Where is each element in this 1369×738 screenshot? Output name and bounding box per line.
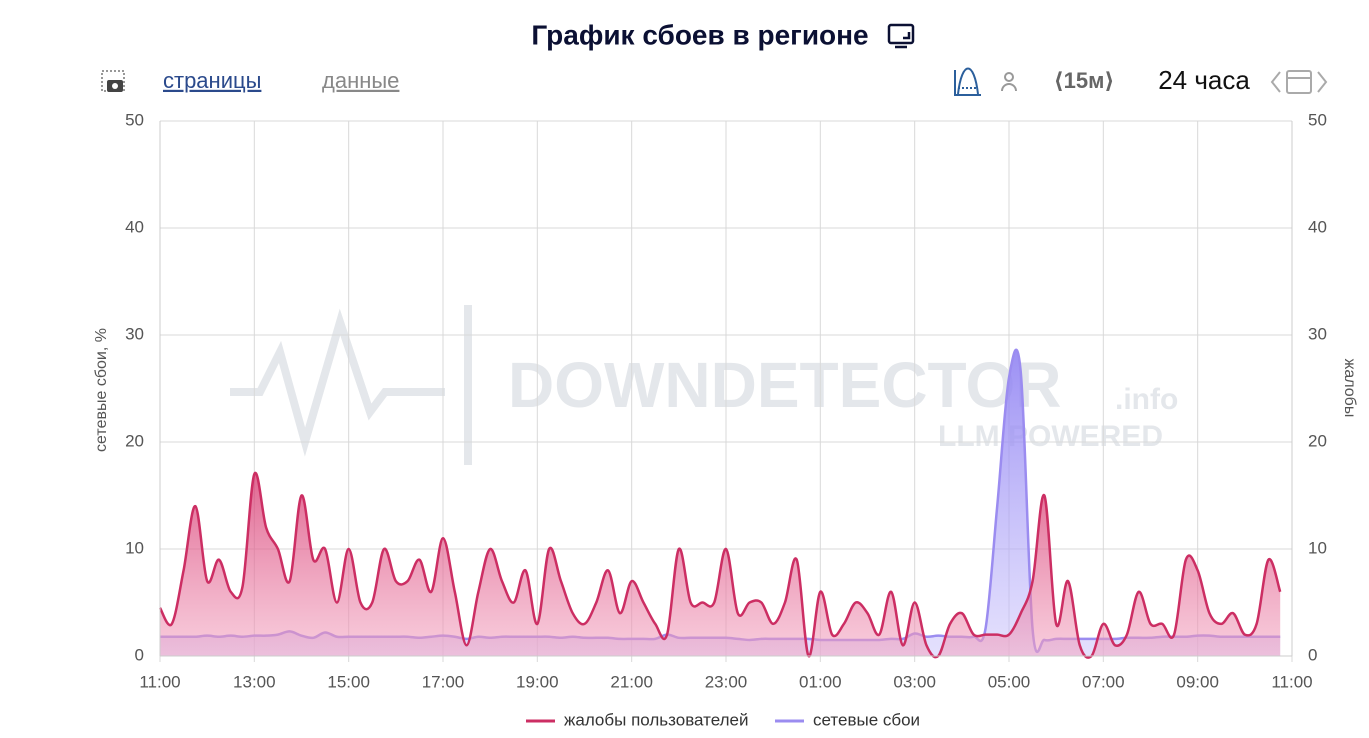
chart-title: График сбоев в регионе [531,19,868,50]
watermark-tagline: LLM POWERED [938,420,1163,453]
x-tick-label: 21:00 [610,672,653,691]
series-area [160,349,1281,656]
y-axis-label: сетевые сбои, % [93,328,110,452]
legend-label: сетевые сбои [813,710,920,729]
chart-mode-icon[interactable] [954,67,981,96]
y2-tick-label: 0 [1308,645,1317,664]
x-tick-label: 19:00 [516,672,559,691]
camera-icon[interactable] [101,70,125,92]
y-tick-label: 0 [135,645,144,664]
x-tick-label: 03:00 [893,672,936,691]
calendar-icon[interactable] [1270,70,1328,94]
x-tick-label: 13:00 [233,672,276,691]
pages-tab[interactable]: страницы [163,68,261,93]
interval-button[interactable]: ⟨15м⟩ [1054,68,1115,93]
user-icon[interactable] [1001,72,1017,92]
range-label[interactable]: 24 часа [1158,65,1250,95]
x-tick-label: 15:00 [327,672,370,691]
x-tick-label: 11:00 [139,672,180,691]
y-tick-label: 50 [125,110,144,129]
y2-tick-label: 20 [1308,431,1327,450]
data-tab[interactable]: данные [322,68,399,93]
watermark-logo [230,305,472,465]
x-tick-label: 17:00 [422,672,465,691]
y2-tick-label: 50 [1308,110,1327,129]
y-tick-label: 20 [125,431,144,450]
legend-label: жалобы пользователей [564,710,748,729]
y2-tick-label: 40 [1308,217,1327,236]
x-tick-label: 01:00 [799,672,842,691]
x-tick-label: 05:00 [988,672,1031,691]
x-tick-label: 11:00 [1271,672,1312,691]
y-tick-label: 30 [125,324,144,343]
y2-tick-label: 10 [1308,538,1327,557]
y2-axis-label: жалобы [1341,359,1358,418]
watermark-suffix: .info [1115,383,1178,416]
y-tick-label: 40 [125,217,144,236]
x-tick-label: 07:00 [1082,672,1125,691]
x-tick-label: 09:00 [1176,672,1219,691]
y-tick-label: 10 [125,538,144,557]
x-tick-label: 23:00 [705,672,748,691]
monitor-icon [887,23,915,49]
y2-tick-label: 30 [1308,324,1327,343]
series-area [160,472,1281,658]
watermark-brand: DOWNDETECTOR [508,349,1061,421]
